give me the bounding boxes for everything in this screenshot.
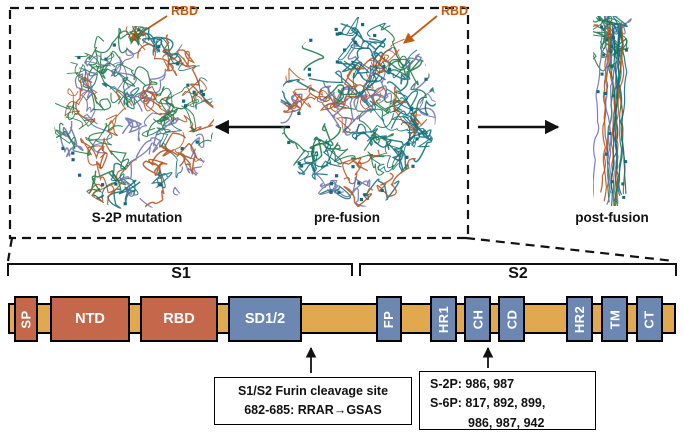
rbd-arrow-prefusion [403,15,438,44]
domain-label: FP [381,310,397,328]
domain-label: NTD [75,311,105,327]
domain-ch: CH [464,296,491,342]
domain-label: HR1 [436,305,451,333]
rbd-label-s2p: RBD [171,4,199,18]
furin-annotation-box: S1/S2 Furin cleavage site 682-685: RRAR→… [214,377,412,425]
domain-hr1: HR1 [430,296,457,342]
domain-cd: CD [498,296,525,342]
domain-sd12: SD1/2 [228,296,302,342]
domain-label: TM [606,309,622,329]
s1-bracket [7,263,353,276]
domain-fp: FP [376,296,402,342]
region-label-s1: S1 [171,265,191,282]
domain-label: CD [503,309,519,329]
domain-ct: CT [636,296,663,342]
s2p-structure-ribbon [54,26,214,210]
postfusion-structure-ribbon [593,16,632,206]
proline-annotation-line3: 986, 987, 942 [468,415,545,430]
proline-annotation-line1: S-2P: 986, 987 [430,377,515,391]
prefusion-structure-ribbon [280,17,436,207]
domain-label: SD1/2 [244,311,286,327]
connector-dashed-left [6,237,14,262]
proline-annotation-box: S-2P: 986, 987 S-6P: 817, 892, 899, 986,… [419,371,596,430]
s2-bracket [359,263,677,276]
furin-annotation-line1: S1/S2 Furin cleavage site [237,384,389,398]
domain-label: CH [469,309,485,329]
domain-label: RBD [163,311,195,327]
structure-label-prefusion: pre-fusion [314,210,380,225]
domain-label: CT [641,309,657,329]
domain-label: HR2 [572,305,587,333]
domain-hr2: HR2 [566,296,593,342]
domain-ntd: NTD [50,296,130,342]
structure-label-postfusion: post-fusion [575,210,649,225]
domain-label: SP [18,309,34,329]
region-label-s2: S2 [508,265,528,282]
domain-rbd: RBD [140,296,218,342]
structure-label-s2p: S-2P mutation [91,210,183,225]
furin-annotation-line2: 682-685: RRAR→GSAS [244,403,382,418]
proline-annotation-line2: S-6P: 817, 892, 899, [430,396,546,411]
rbd-label-prefusion: RBD [441,4,469,18]
dashed-inspection-box [8,6,470,240]
domain-sp: SP [14,296,38,342]
domain-tm: TM [601,296,628,342]
connector-dashed-right [465,236,675,263]
